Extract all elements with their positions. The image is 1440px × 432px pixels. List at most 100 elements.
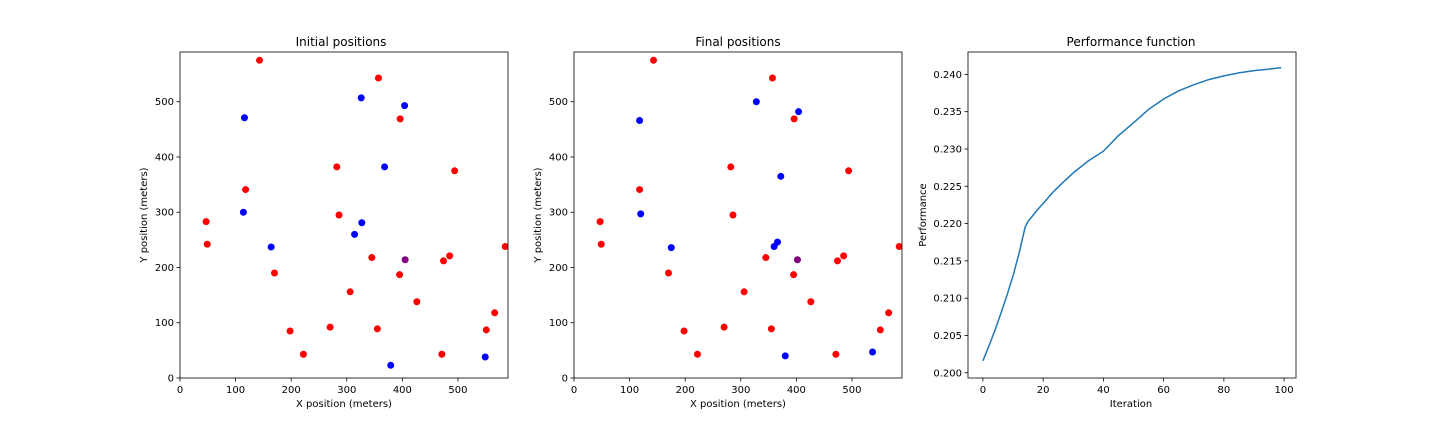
y-tick-label: 0.225 bbox=[933, 182, 962, 193]
point-red bbox=[729, 211, 737, 219]
point-red bbox=[396, 271, 404, 279]
x-tick-label: 500 bbox=[842, 385, 861, 396]
point-red bbox=[286, 327, 294, 335]
y-tick-label: 0.200 bbox=[933, 368, 962, 379]
y-tick-label: 0.205 bbox=[933, 331, 962, 342]
point-purple bbox=[793, 256, 801, 264]
point-red bbox=[740, 288, 748, 296]
x-tick-label: 200 bbox=[676, 385, 695, 396]
point-red bbox=[596, 218, 604, 226]
y-tick-label: 0 bbox=[562, 374, 568, 385]
point-red bbox=[242, 186, 250, 194]
point-red bbox=[636, 186, 644, 194]
x-tick-label: 500 bbox=[448, 385, 467, 396]
point-red bbox=[491, 309, 499, 317]
x-tick-label: 300 bbox=[337, 385, 356, 396]
point-red bbox=[727, 163, 735, 171]
y-tick-label: 0.215 bbox=[933, 256, 962, 267]
y-tick-label: 0.230 bbox=[933, 144, 962, 155]
x-tick-label: 0 bbox=[571, 385, 577, 396]
point-blue bbox=[401, 102, 409, 110]
point-red bbox=[451, 167, 459, 175]
x-tick-label: 300 bbox=[731, 385, 750, 396]
point-blue bbox=[481, 353, 489, 361]
x-tick-label: 0 bbox=[177, 385, 183, 396]
point-red bbox=[501, 242, 508, 250]
chart-title: Initial positions bbox=[296, 35, 387, 49]
y-axis-label: Performance bbox=[918, 183, 929, 246]
point-red bbox=[807, 298, 815, 306]
point-red bbox=[413, 298, 421, 306]
point-red bbox=[665, 269, 673, 277]
point-red bbox=[885, 309, 893, 317]
point-red bbox=[693, 350, 701, 358]
final-positions-panel: Final positions X position (meters) Y po… bbox=[533, 35, 903, 410]
point-red bbox=[446, 252, 454, 260]
point-red bbox=[834, 257, 842, 265]
y-tick-label: 300 bbox=[155, 208, 174, 219]
y-tick-label: 0.210 bbox=[933, 294, 962, 305]
point-blue bbox=[357, 94, 365, 102]
point-blue bbox=[637, 210, 645, 218]
initial-positions-panel: Initial positions X position (meters) Y … bbox=[139, 35, 509, 410]
point-blue bbox=[752, 98, 760, 106]
point-red bbox=[373, 325, 381, 333]
point-blue bbox=[777, 172, 785, 180]
y-tick-label: 500 bbox=[155, 97, 174, 108]
performance-line bbox=[982, 66, 1282, 362]
point-red bbox=[346, 288, 354, 296]
point-red bbox=[299, 350, 307, 358]
y-tick-label: 0.220 bbox=[933, 219, 962, 230]
y-tick-label: 0.240 bbox=[933, 70, 962, 81]
x-tick-label: 20 bbox=[1037, 385, 1050, 396]
point-blue bbox=[773, 238, 781, 246]
y-tick-label: 100 bbox=[155, 318, 174, 329]
x-tick-label: 40 bbox=[1097, 385, 1110, 396]
x-tick-label: 0 bbox=[980, 385, 986, 396]
point-blue bbox=[358, 219, 366, 227]
point-red bbox=[680, 327, 688, 335]
point-blue bbox=[267, 243, 275, 251]
chart-title: Performance function bbox=[1067, 35, 1196, 49]
plot-area bbox=[202, 56, 508, 369]
point-red bbox=[845, 167, 853, 175]
y-tick-label: 500 bbox=[549, 97, 568, 108]
point-red bbox=[790, 115, 798, 123]
point-red bbox=[790, 271, 798, 279]
axes-frame bbox=[179, 51, 509, 379]
x-tick-label: 400 bbox=[787, 385, 806, 396]
y-tick-label: 300 bbox=[549, 208, 568, 219]
axes-frame bbox=[967, 51, 1297, 379]
point-red bbox=[440, 257, 448, 265]
point-red bbox=[768, 74, 776, 82]
x-tick-label: 400 bbox=[393, 385, 412, 396]
point-blue bbox=[869, 348, 877, 356]
point-blue bbox=[667, 244, 675, 252]
axes-frame bbox=[573, 51, 903, 379]
y-axis-label: Y position (meters) bbox=[533, 167, 544, 263]
x-tick-label: 100 bbox=[620, 385, 639, 396]
plot-area bbox=[982, 66, 1282, 362]
y-tick-label: 0 bbox=[168, 374, 174, 385]
point-blue bbox=[795, 108, 803, 116]
point-red bbox=[396, 115, 404, 123]
point-red bbox=[256, 56, 263, 64]
y-tick-label: 400 bbox=[549, 152, 568, 163]
point-red bbox=[895, 242, 902, 250]
y-tick-label: 100 bbox=[549, 318, 568, 329]
point-red bbox=[203, 240, 211, 248]
point-blue bbox=[240, 114, 248, 122]
point-red bbox=[326, 323, 334, 331]
y-tick-label: 0.235 bbox=[933, 107, 962, 118]
point-red bbox=[720, 323, 728, 331]
point-red bbox=[271, 269, 279, 277]
point-red bbox=[335, 211, 343, 219]
point-red bbox=[438, 350, 446, 358]
point-red bbox=[650, 56, 657, 64]
point-red bbox=[876, 326, 884, 334]
point-blue bbox=[351, 230, 359, 238]
y-tick-label: 400 bbox=[155, 152, 174, 163]
x-axis-label: X position (meters) bbox=[296, 399, 392, 410]
point-red bbox=[333, 163, 341, 171]
